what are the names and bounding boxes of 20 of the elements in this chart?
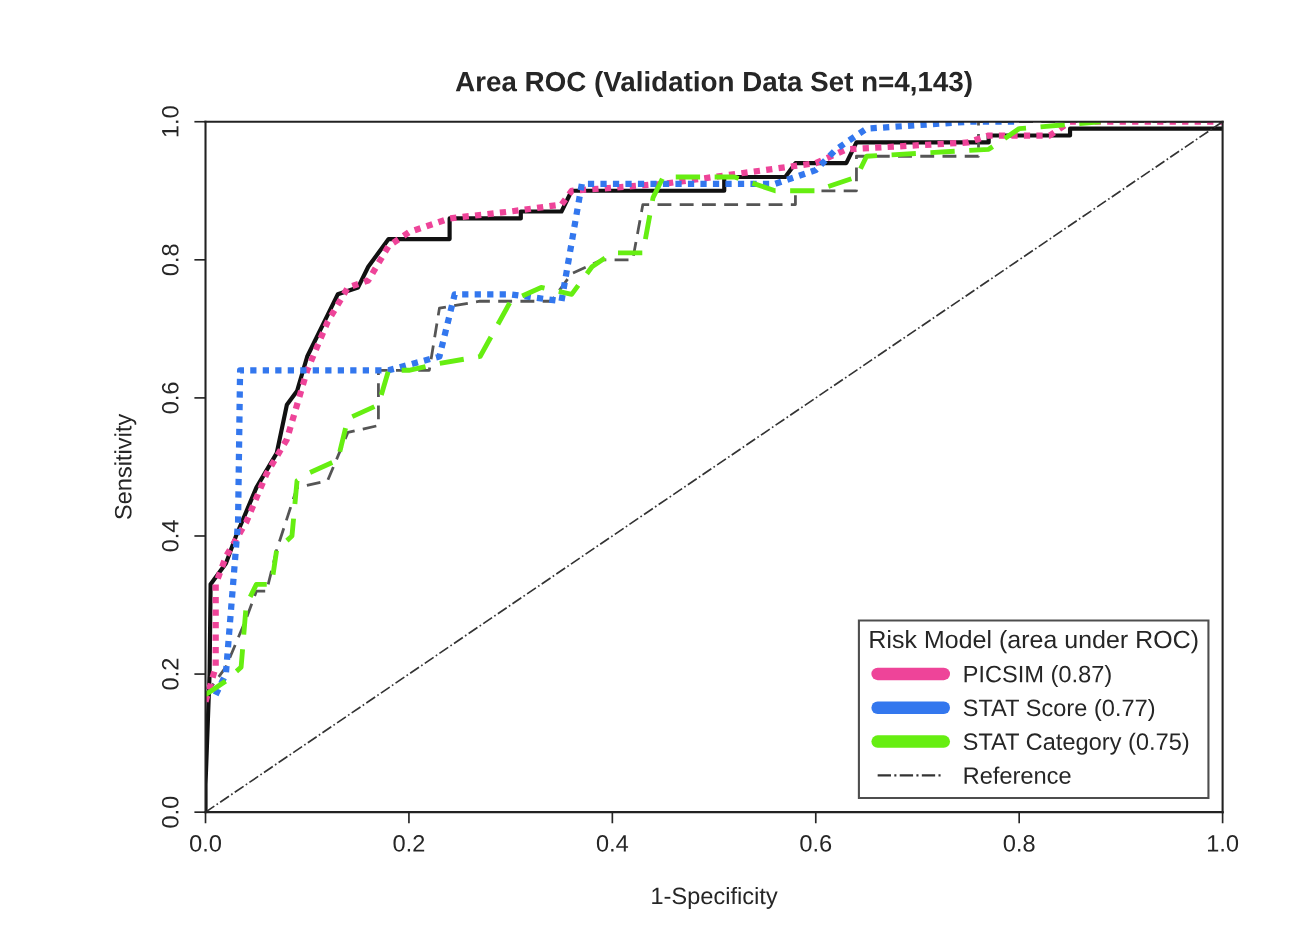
x-tick-label: 0.6 xyxy=(800,835,832,852)
legend-label: STAT Category (0.75) xyxy=(963,732,1189,755)
legend-label: PICSIM (0.87) xyxy=(964,665,1111,688)
y-tick-label: 0.6 xyxy=(161,382,179,414)
x-tick-label: 0.4 xyxy=(596,835,629,852)
y-tick-label: 0.8 xyxy=(161,244,179,276)
chart-title: Area ROC (Validation Data Set n=4,143) xyxy=(455,71,972,97)
x-tick-label: 0.2 xyxy=(393,835,425,852)
y-axis-title: Sensitivity xyxy=(114,413,137,520)
legend-label: STAT Score (0.77) xyxy=(963,698,1155,721)
x-tick-label: 0.0 xyxy=(190,835,221,852)
legend-title: Risk Model (area under ROC) xyxy=(870,629,1198,654)
legend-label: Reference xyxy=(964,766,1071,784)
x-tick-label: 0.8 xyxy=(1003,835,1035,852)
x-axis-title: 1-Specificity xyxy=(652,886,778,909)
y-tick-label: 0.4 xyxy=(161,520,179,552)
y-tick-label: 1.0 xyxy=(161,106,179,137)
y-tick-label: 0.2 xyxy=(161,658,179,690)
y-tick-label: 0.0 xyxy=(161,796,179,828)
x-tick-label: 1.0 xyxy=(1208,835,1239,852)
